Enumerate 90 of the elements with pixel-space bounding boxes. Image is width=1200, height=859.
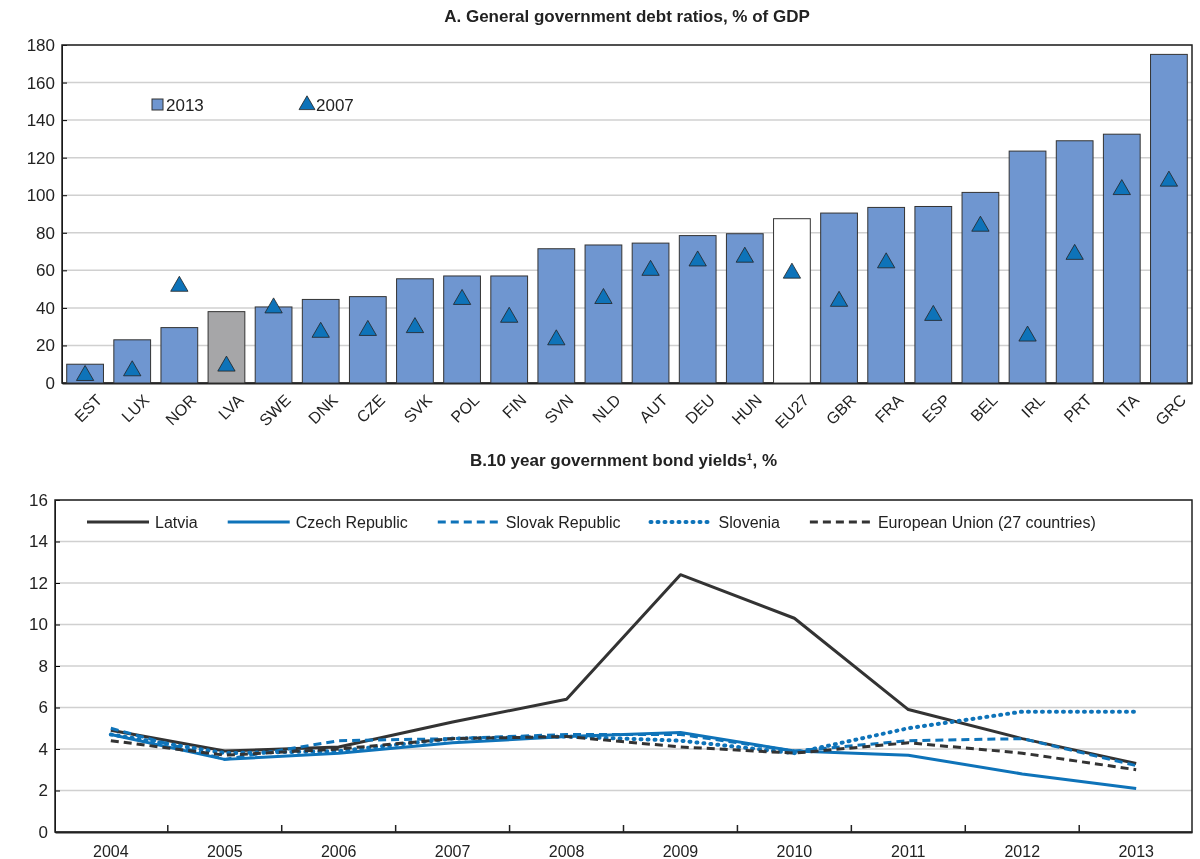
bar — [490, 275, 529, 384]
bar — [914, 205, 953, 384]
point — [358, 320, 377, 336]
y-tick-label: 4 — [38, 739, 48, 759]
bar — [867, 206, 906, 384]
y-tick-label: 14 — [29, 532, 48, 552]
point — [405, 317, 425, 334]
y-tick-label: 0 — [38, 822, 48, 842]
bar — [1008, 150, 1047, 384]
x-tick-label: 2009 — [662, 843, 699, 859]
y-tick-label: 8 — [38, 656, 48, 676]
x-tick-label: 2012 — [1004, 843, 1041, 859]
y-tick-label: 180 — [26, 35, 55, 55]
y-tick-label: 100 — [26, 186, 55, 206]
bar — [396, 278, 434, 384]
bar — [348, 296, 387, 384]
x-tick-label: FRA — [871, 391, 907, 426]
x-tick-label: BEL — [967, 391, 1001, 425]
point — [594, 288, 613, 304]
point — [829, 290, 849, 307]
x-tick-label: FIN — [499, 391, 530, 422]
x-tick-label: ITA — [1113, 391, 1143, 421]
point — [971, 215, 990, 232]
point — [1065, 243, 1084, 260]
bar — [1055, 140, 1094, 384]
bar — [1102, 133, 1141, 384]
point — [1018, 325, 1037, 342]
bar — [301, 298, 340, 384]
chart-title: A. General government debt ratios, % of GDP — [444, 7, 810, 26]
x-tick-label: 2013 — [1118, 843, 1155, 859]
bar — [773, 218, 811, 384]
point — [264, 297, 283, 314]
bar — [443, 275, 481, 384]
bar — [820, 212, 858, 384]
bar — [584, 244, 623, 384]
y-tick-label: 16 — [29, 490, 48, 510]
y-tick-label: 20 — [36, 336, 55, 356]
legend-label: Czech Republic — [295, 514, 408, 531]
bar — [160, 327, 199, 384]
point — [1112, 179, 1131, 195]
x-tick-label: 2006 — [320, 843, 357, 859]
bar — [725, 233, 764, 384]
legend-label: European Union (27 countries) — [877, 514, 1096, 531]
point — [924, 305, 943, 321]
bar — [961, 191, 1000, 384]
point — [170, 275, 189, 292]
point — [453, 289, 472, 305]
legend-label: 2007 — [316, 96, 354, 115]
point — [782, 262, 801, 279]
x-tick-label: NLD — [589, 391, 624, 426]
legend-label: 2013 — [166, 96, 204, 115]
legend-label: Slovak Republic — [505, 514, 621, 531]
y-tick-label: 6 — [38, 698, 48, 718]
point — [217, 355, 236, 372]
point — [735, 246, 754, 263]
x-tick-label: 2011 — [891, 843, 926, 859]
bar — [207, 311, 246, 384]
y-tick-label: 60 — [36, 261, 55, 281]
x-tick-label: LVA — [215, 391, 247, 423]
point — [877, 252, 896, 269]
x-tick-label: 2008 — [548, 843, 585, 859]
y-tick-label: 140 — [26, 111, 55, 131]
point — [500, 306, 519, 323]
legend-label: Latvia — [155, 514, 198, 531]
legend-label: Slovenia — [718, 514, 780, 531]
point — [688, 250, 707, 267]
x-tick-label: 2004 — [93, 843, 129, 859]
x-tick-label: 2005 — [206, 843, 243, 859]
bar — [254, 306, 293, 384]
point — [641, 259, 660, 276]
bar — [1150, 53, 1188, 384]
y-tick-label: 10 — [29, 615, 48, 635]
y-tick-label: 2 — [38, 781, 48, 801]
x-tick-label: POL — [447, 391, 483, 426]
y-tick-label: 0 — [45, 373, 55, 393]
point — [1159, 170, 1178, 187]
bar — [631, 242, 670, 384]
point — [311, 321, 330, 338]
point — [547, 329, 566, 346]
x-tick-label: IRL — [1018, 391, 1048, 421]
y-tick-label: 160 — [26, 73, 55, 93]
chart-title: B.10 year government bond yields¹, % — [469, 451, 778, 470]
x-tick-label: 2007 — [434, 843, 471, 859]
y-tick-label: 80 — [36, 223, 55, 243]
bar — [678, 235, 717, 384]
x-tick-label: 2010 — [776, 843, 813, 859]
y-tick-label: 120 — [26, 148, 55, 168]
bar — [537, 248, 576, 384]
y-tick-label: 40 — [36, 298, 55, 318]
y-tick-label: 12 — [29, 573, 48, 593]
